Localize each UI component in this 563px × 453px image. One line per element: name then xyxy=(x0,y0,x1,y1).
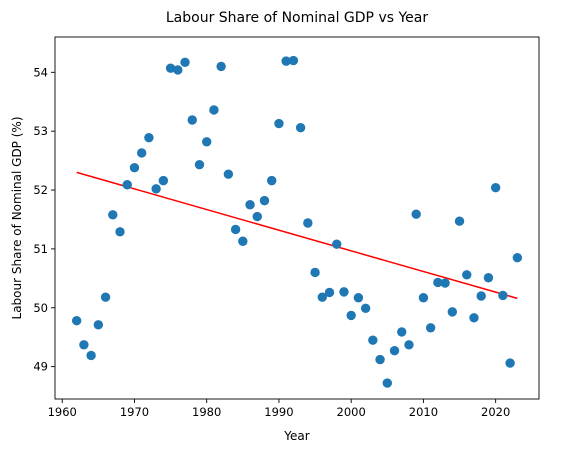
data-point xyxy=(122,180,132,190)
data-point xyxy=(180,57,190,68)
x-tick-label: 1960 xyxy=(48,405,77,419)
data-point xyxy=(454,216,465,226)
x-tick-label: 2010 xyxy=(409,405,438,419)
data-point xyxy=(267,175,277,186)
plot-area xyxy=(54,36,540,400)
data-point xyxy=(194,160,205,170)
data-point xyxy=(375,354,385,365)
data-point xyxy=(173,65,183,75)
data-point xyxy=(216,61,226,72)
trend-layer xyxy=(76,171,518,300)
data-point xyxy=(490,182,501,193)
data-point xyxy=(447,307,458,317)
y-tick-label: 54 xyxy=(33,65,48,79)
data-point xyxy=(389,346,400,356)
data-point xyxy=(93,320,104,330)
y-tick-label: 50 xyxy=(33,301,48,315)
data-point xyxy=(425,323,436,333)
data-point xyxy=(483,273,494,283)
data-point xyxy=(245,200,255,210)
data-point xyxy=(144,132,154,143)
data-point xyxy=(158,175,169,186)
x-tick-label: 1970 xyxy=(120,405,149,419)
data-point xyxy=(295,122,306,133)
data-point xyxy=(259,195,270,206)
y-tick-label: 51 xyxy=(33,242,48,256)
data-point xyxy=(209,105,219,115)
data-point xyxy=(353,293,364,303)
y-tick-label: 52 xyxy=(33,183,48,197)
data-point xyxy=(165,63,176,73)
data-point xyxy=(238,236,248,246)
x-tick-label: 2020 xyxy=(481,405,510,419)
data-point xyxy=(202,137,212,147)
data-point xyxy=(223,169,234,179)
x-tick-label: 2000 xyxy=(337,405,366,419)
y-axis-label: Labour Share of Nominal GDP (%) xyxy=(10,117,24,320)
data-point xyxy=(136,148,147,158)
data-point xyxy=(187,115,197,125)
y-axis: 49 50 51 52 53 54 xyxy=(33,65,55,374)
y-tick-label: 53 xyxy=(33,124,48,138)
data-point xyxy=(462,270,472,280)
x-tick-label: 1990 xyxy=(264,405,293,419)
data-point xyxy=(505,358,515,368)
x-axis: 1960 1970 1980 1990 2000 2010 2020 xyxy=(48,399,510,419)
data-point xyxy=(151,184,161,194)
data-point xyxy=(230,224,241,235)
data-point xyxy=(310,267,320,278)
data-point xyxy=(332,239,342,249)
data-point xyxy=(440,278,450,288)
plot-frame xyxy=(54,36,540,400)
data-point xyxy=(288,55,299,66)
data-point xyxy=(86,350,96,361)
data-point xyxy=(368,335,378,345)
data-point xyxy=(115,227,125,237)
data-point xyxy=(339,287,349,297)
data-point xyxy=(433,277,443,288)
data-point xyxy=(397,327,407,337)
data-point xyxy=(274,118,284,129)
data-point xyxy=(324,287,335,298)
data-point xyxy=(469,313,479,323)
points-layer xyxy=(71,55,523,388)
data-point xyxy=(360,303,371,314)
data-point xyxy=(404,340,414,350)
data-point xyxy=(382,378,392,388)
data-point xyxy=(100,292,111,302)
data-point xyxy=(108,210,118,220)
data-point xyxy=(303,218,313,228)
data-point xyxy=(346,310,356,321)
x-tick-label: 1980 xyxy=(192,405,221,419)
x-axis-label: Year xyxy=(283,429,309,443)
data-point xyxy=(512,253,523,263)
data-point xyxy=(476,291,486,301)
y-tick-label: 49 xyxy=(33,360,48,374)
data-point xyxy=(79,340,89,350)
data-point xyxy=(71,316,82,326)
trend-line xyxy=(76,171,518,300)
data-point xyxy=(317,292,327,302)
data-point xyxy=(411,209,421,219)
chart-title: Labour Share of Nominal GDP vs Year xyxy=(166,10,428,26)
data-point xyxy=(498,290,508,301)
data-point xyxy=(281,56,291,66)
data-point xyxy=(129,162,140,173)
data-point xyxy=(418,293,429,303)
data-point xyxy=(252,211,262,222)
